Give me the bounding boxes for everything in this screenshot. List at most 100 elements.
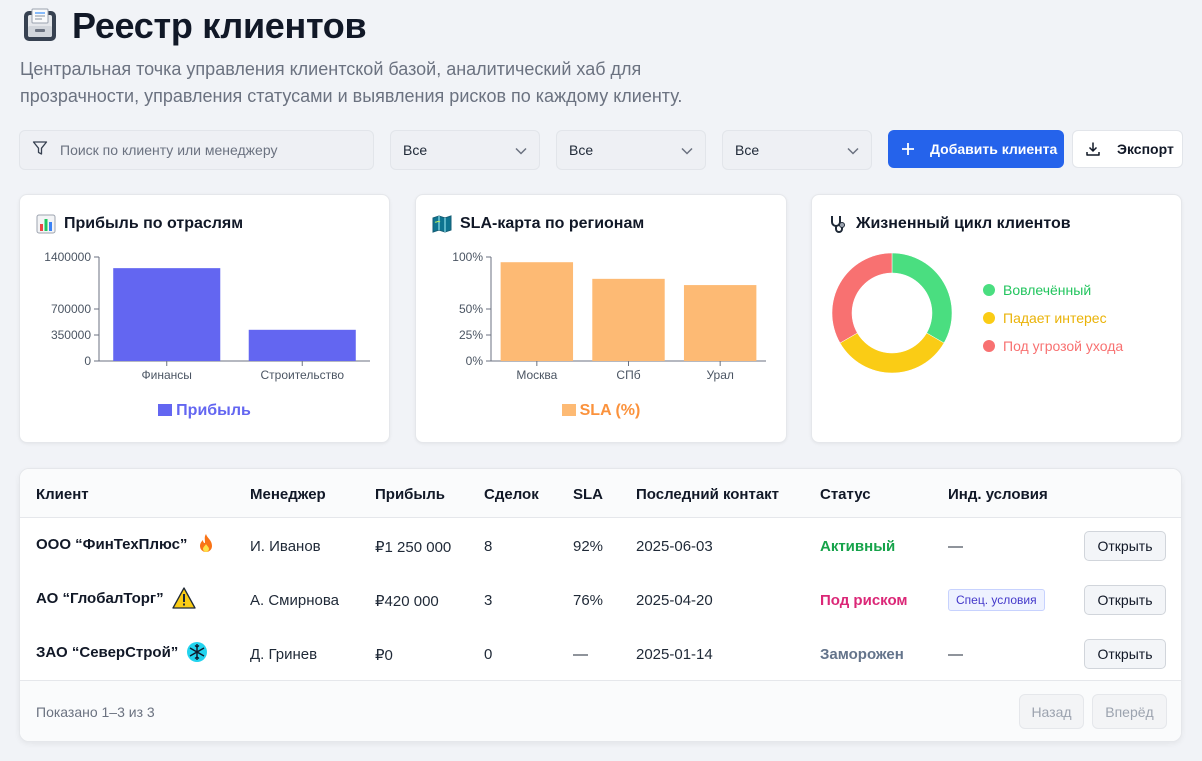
- terms-cell: —: [948, 646, 963, 663]
- table-row[interactable]: АО “ГлобалТорг” А. Смирнова ₽420 000 3 7…: [20, 573, 1181, 627]
- status-badge: Заморожен: [820, 646, 904, 663]
- table-row[interactable]: ЗАО “СеверСтрой” Д. Гринев ₽0 0 — 2025-0…: [20, 627, 1181, 681]
- column-header-status[interactable]: Статус: [820, 486, 871, 503]
- y-tick-label: 700000: [51, 302, 91, 316]
- legend-item-declining: Падает интерес: [983, 304, 1123, 332]
- next-page-button[interactable]: Вперёд: [1092, 694, 1167, 729]
- column-header-terms[interactable]: Инд. условия: [948, 486, 1048, 503]
- profit-chart-legend: Прибыль: [20, 402, 389, 420]
- profit-chart-title-row: Прибыль по отраслям: [36, 214, 243, 234]
- donut-slice-declining: [839, 332, 945, 374]
- open-client-button[interactable]: Открыть: [1084, 531, 1166, 561]
- donut-slice-at-risk: [831, 252, 893, 344]
- sla-chart-legend: SLA (%): [416, 402, 786, 420]
- y-tick-label: 25%: [459, 328, 483, 342]
- profit-cell: ₽420 000: [375, 593, 439, 610]
- sla-chart-title: SLA-карта по регионам: [460, 215, 645, 232]
- last-contact-cell: 2025-06-03: [636, 538, 713, 555]
- client-name: ООО “ФинТехПлюс”: [36, 535, 188, 553]
- profit-cell: ₽1 250 000: [375, 539, 452, 556]
- sla-cell: —: [573, 646, 588, 663]
- bar: [683, 285, 757, 361]
- download-icon: [1085, 141, 1101, 157]
- plus-icon: [902, 143, 914, 155]
- x-tick-label: Москва: [516, 368, 557, 382]
- legend-label: Прибыль: [176, 402, 251, 419]
- status-badge: Под риском: [820, 592, 908, 609]
- column-header-client[interactable]: Клиент: [36, 486, 89, 503]
- export-button[interactable]: Экспорт: [1072, 130, 1183, 168]
- column-header-profit[interactable]: Прибыль: [375, 486, 445, 503]
- snowflake-icon: [186, 641, 208, 663]
- lifecycle-donut-chart: [831, 252, 953, 374]
- sla-chart-card: SLA-карта по регионам 0% 25% 50% 100% Москва…: [415, 194, 787, 443]
- bar: [592, 278, 665, 361]
- bar: [113, 268, 221, 361]
- chevron-down-icon: [847, 142, 859, 158]
- page-header: Реестр клиентов Центральная точка управл…: [20, 4, 1180, 110]
- legend-item-engaged: Вовлечённый: [983, 276, 1123, 304]
- client-cell: АО “ГлобалТорг”: [36, 587, 196, 609]
- legend-dot: [983, 284, 995, 296]
- client-name: ЗАО “СеверСтрой”: [36, 643, 179, 661]
- bar: [500, 262, 574, 361]
- table-header: Клиент Менеджер Прибыль Сделок SLA После…: [20, 469, 1181, 518]
- legend-dot: [983, 312, 995, 324]
- page-subtitle: Центральная точка управления клиентской …: [20, 59, 683, 106]
- column-header-sla[interactable]: SLA: [573, 486, 603, 503]
- legend-swatch: [158, 404, 173, 416]
- column-header-last-contact[interactable]: Последний контакт: [636, 486, 780, 503]
- filter-select-value: Все: [735, 142, 760, 158]
- warning-icon: [172, 587, 196, 609]
- table-row[interactable]: ООО “ФинТехПлюс” И. Иванов ₽1 250 000 8 …: [20, 519, 1181, 573]
- y-tick-label: 50%: [459, 302, 483, 316]
- bar: [248, 329, 356, 361]
- x-tick-label: СПб: [616, 368, 640, 382]
- prev-page-button[interactable]: Назад: [1019, 694, 1084, 729]
- profit-chart-card: Прибыль по отраслям 0 350000 700000 1400000…: [19, 194, 390, 443]
- page-title: Реестр клиентов: [72, 5, 367, 46]
- registry-icon: [20, 6, 60, 46]
- profit-chart-title: Прибыль по отраслям: [64, 215, 244, 232]
- profit-cell: ₽0: [375, 647, 393, 664]
- sla-chart-title-row: SLA-карта по регионам: [432, 214, 644, 234]
- search-box[interactable]: [19, 130, 374, 170]
- special-terms-badge: Спец. условия: [948, 589, 1045, 611]
- deals-cell: 3: [484, 592, 493, 609]
- sla-bar-chart: 0% 25% 50% 100% Москва СПб Урал: [452, 250, 766, 382]
- chevron-down-icon: [681, 142, 693, 158]
- stethoscope-icon: [828, 214, 848, 234]
- column-header-deals[interactable]: Сделок: [484, 486, 539, 503]
- column-header-manager[interactable]: Менеджер: [250, 486, 326, 503]
- open-client-button[interactable]: Открыть: [1084, 639, 1166, 669]
- legend-label: Падает интерес: [1003, 310, 1107, 326]
- profit-bar-chart: 0 350000 700000 1400000 Финансы Строительство: [44, 250, 370, 382]
- filter-select-2[interactable]: Все: [556, 130, 706, 170]
- filter-select-value: Все: [403, 142, 428, 158]
- add-client-label: Добавить клиента: [930, 141, 1058, 157]
- filter-select-3[interactable]: Все: [722, 130, 872, 170]
- lifecycle-legend: Вовлечённый Падает интерес Под угрозой у…: [983, 276, 1123, 360]
- lifecycle-chart-card: Жизненный цикл клиентов Вовлечённый Пада…: [811, 194, 1182, 443]
- pagination-summary: Показано 1–3 из 3: [36, 704, 155, 720]
- table-footer: Показано 1–3 из 3 Назад Вперёд: [20, 680, 1181, 741]
- sla-cell: 92%: [573, 538, 604, 555]
- fire-icon: [195, 533, 217, 555]
- map-icon: [432, 214, 452, 234]
- manager-cell: А. Смирнова: [250, 592, 339, 609]
- x-tick-label: Урал: [706, 368, 733, 382]
- y-tick-label: 0: [84, 354, 91, 368]
- add-client-button[interactable]: Добавить клиента: [888, 130, 1064, 168]
- legend-dot: [983, 340, 995, 352]
- legend-label: Вовлечённый: [1003, 282, 1092, 298]
- search-input[interactable]: [60, 142, 360, 158]
- legend-label: Под угрозой ухода: [1003, 338, 1124, 354]
- bar-chart-icon: [36, 214, 56, 234]
- open-client-button[interactable]: Открыть: [1084, 585, 1166, 615]
- filter-select-1[interactable]: Все: [390, 130, 540, 170]
- deals-cell: 0: [484, 646, 493, 663]
- filter-select-value: Все: [569, 142, 594, 158]
- lifecycle-chart-title: Жизненный цикл клиентов: [856, 215, 1071, 232]
- terms-cell: —: [948, 538, 963, 555]
- client-cell: ЗАО “СеверСтрой”: [36, 641, 208, 663]
